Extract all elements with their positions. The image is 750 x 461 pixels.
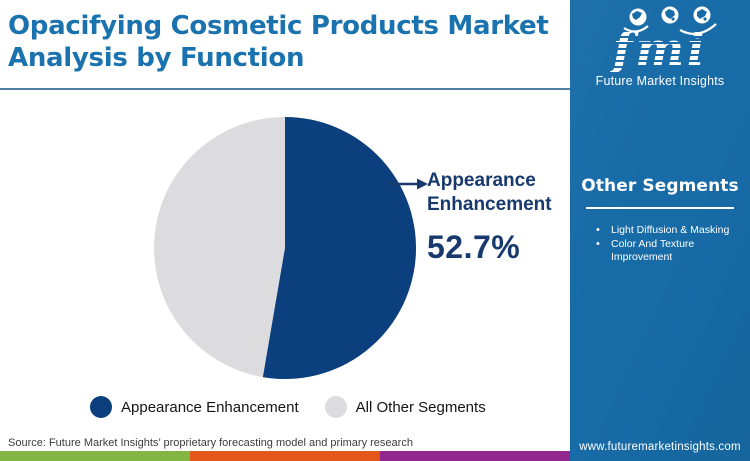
sidebar: fmi Future Market Insights Other Segment… <box>570 0 750 461</box>
main-panel: Opacifying Cosmetic Products Market Analy… <box>0 10 570 461</box>
stripe-segment-orange <box>190 451 380 461</box>
page-title-line-1: Opacifying Cosmetic Products Market <box>8 11 549 41</box>
chart-legend: Appearance Enhancement All Other Segment… <box>90 396 486 418</box>
legend-swatch-all-other-segments <box>324 396 347 418</box>
website-link[interactable]: www.futuremarketinsights.com <box>579 441 741 453</box>
title-divider <box>0 88 570 90</box>
fmi-logo-name: Future Market Insights <box>595 74 725 88</box>
pie-chart-svg <box>154 117 416 379</box>
list-item: Color And Texture Improvement <box>594 238 741 264</box>
footer-color-stripe <box>0 451 570 461</box>
legend-swatch-appearance-enhancement <box>90 396 112 418</box>
callout-label: Appearance Enhancement <box>427 170 552 215</box>
legend-label: Appearance Enhancement <box>121 398 299 416</box>
callout-arrow-icon <box>390 178 428 190</box>
fmi-monogram: fmi <box>570 26 750 72</box>
swoosh-icon <box>679 23 717 35</box>
swoosh-icon <box>623 25 649 33</box>
other-segments-heading: Other Segments <box>581 176 739 196</box>
callout-value: 52.7% <box>427 229 521 265</box>
pie-slice-appearance-enhancement <box>262 117 416 379</box>
page-title-line-2: Analysis by Function <box>8 43 305 73</box>
list-item: Light Diffusion & Masking <box>594 224 741 237</box>
source-note: Source: Future Market Insights’ propriet… <box>8 437 413 449</box>
globe-icons <box>623 6 717 35</box>
fmi-logo: fmi Future Market Insights <box>570 6 750 88</box>
legend-item-all-other-segments: All Other Segments <box>324 396 486 418</box>
globe-asia-icon <box>693 6 711 24</box>
legend-label: All Other Segments <box>355 398 486 416</box>
page-title: Opacifying Cosmetic Products Market Analy… <box>8 10 570 74</box>
globe-americas-icon <box>629 8 647 26</box>
other-segments-underline <box>586 207 734 209</box>
pie-chart <box>154 117 416 379</box>
legend-item-appearance-enhancement: Appearance Enhancement <box>90 396 299 418</box>
stripe-segment-purple <box>380 451 570 461</box>
stripe-segment-green <box>0 451 190 461</box>
other-segments-list: Light Diffusion & Masking Color And Text… <box>594 224 742 265</box>
globe-europe-icon <box>661 6 679 24</box>
